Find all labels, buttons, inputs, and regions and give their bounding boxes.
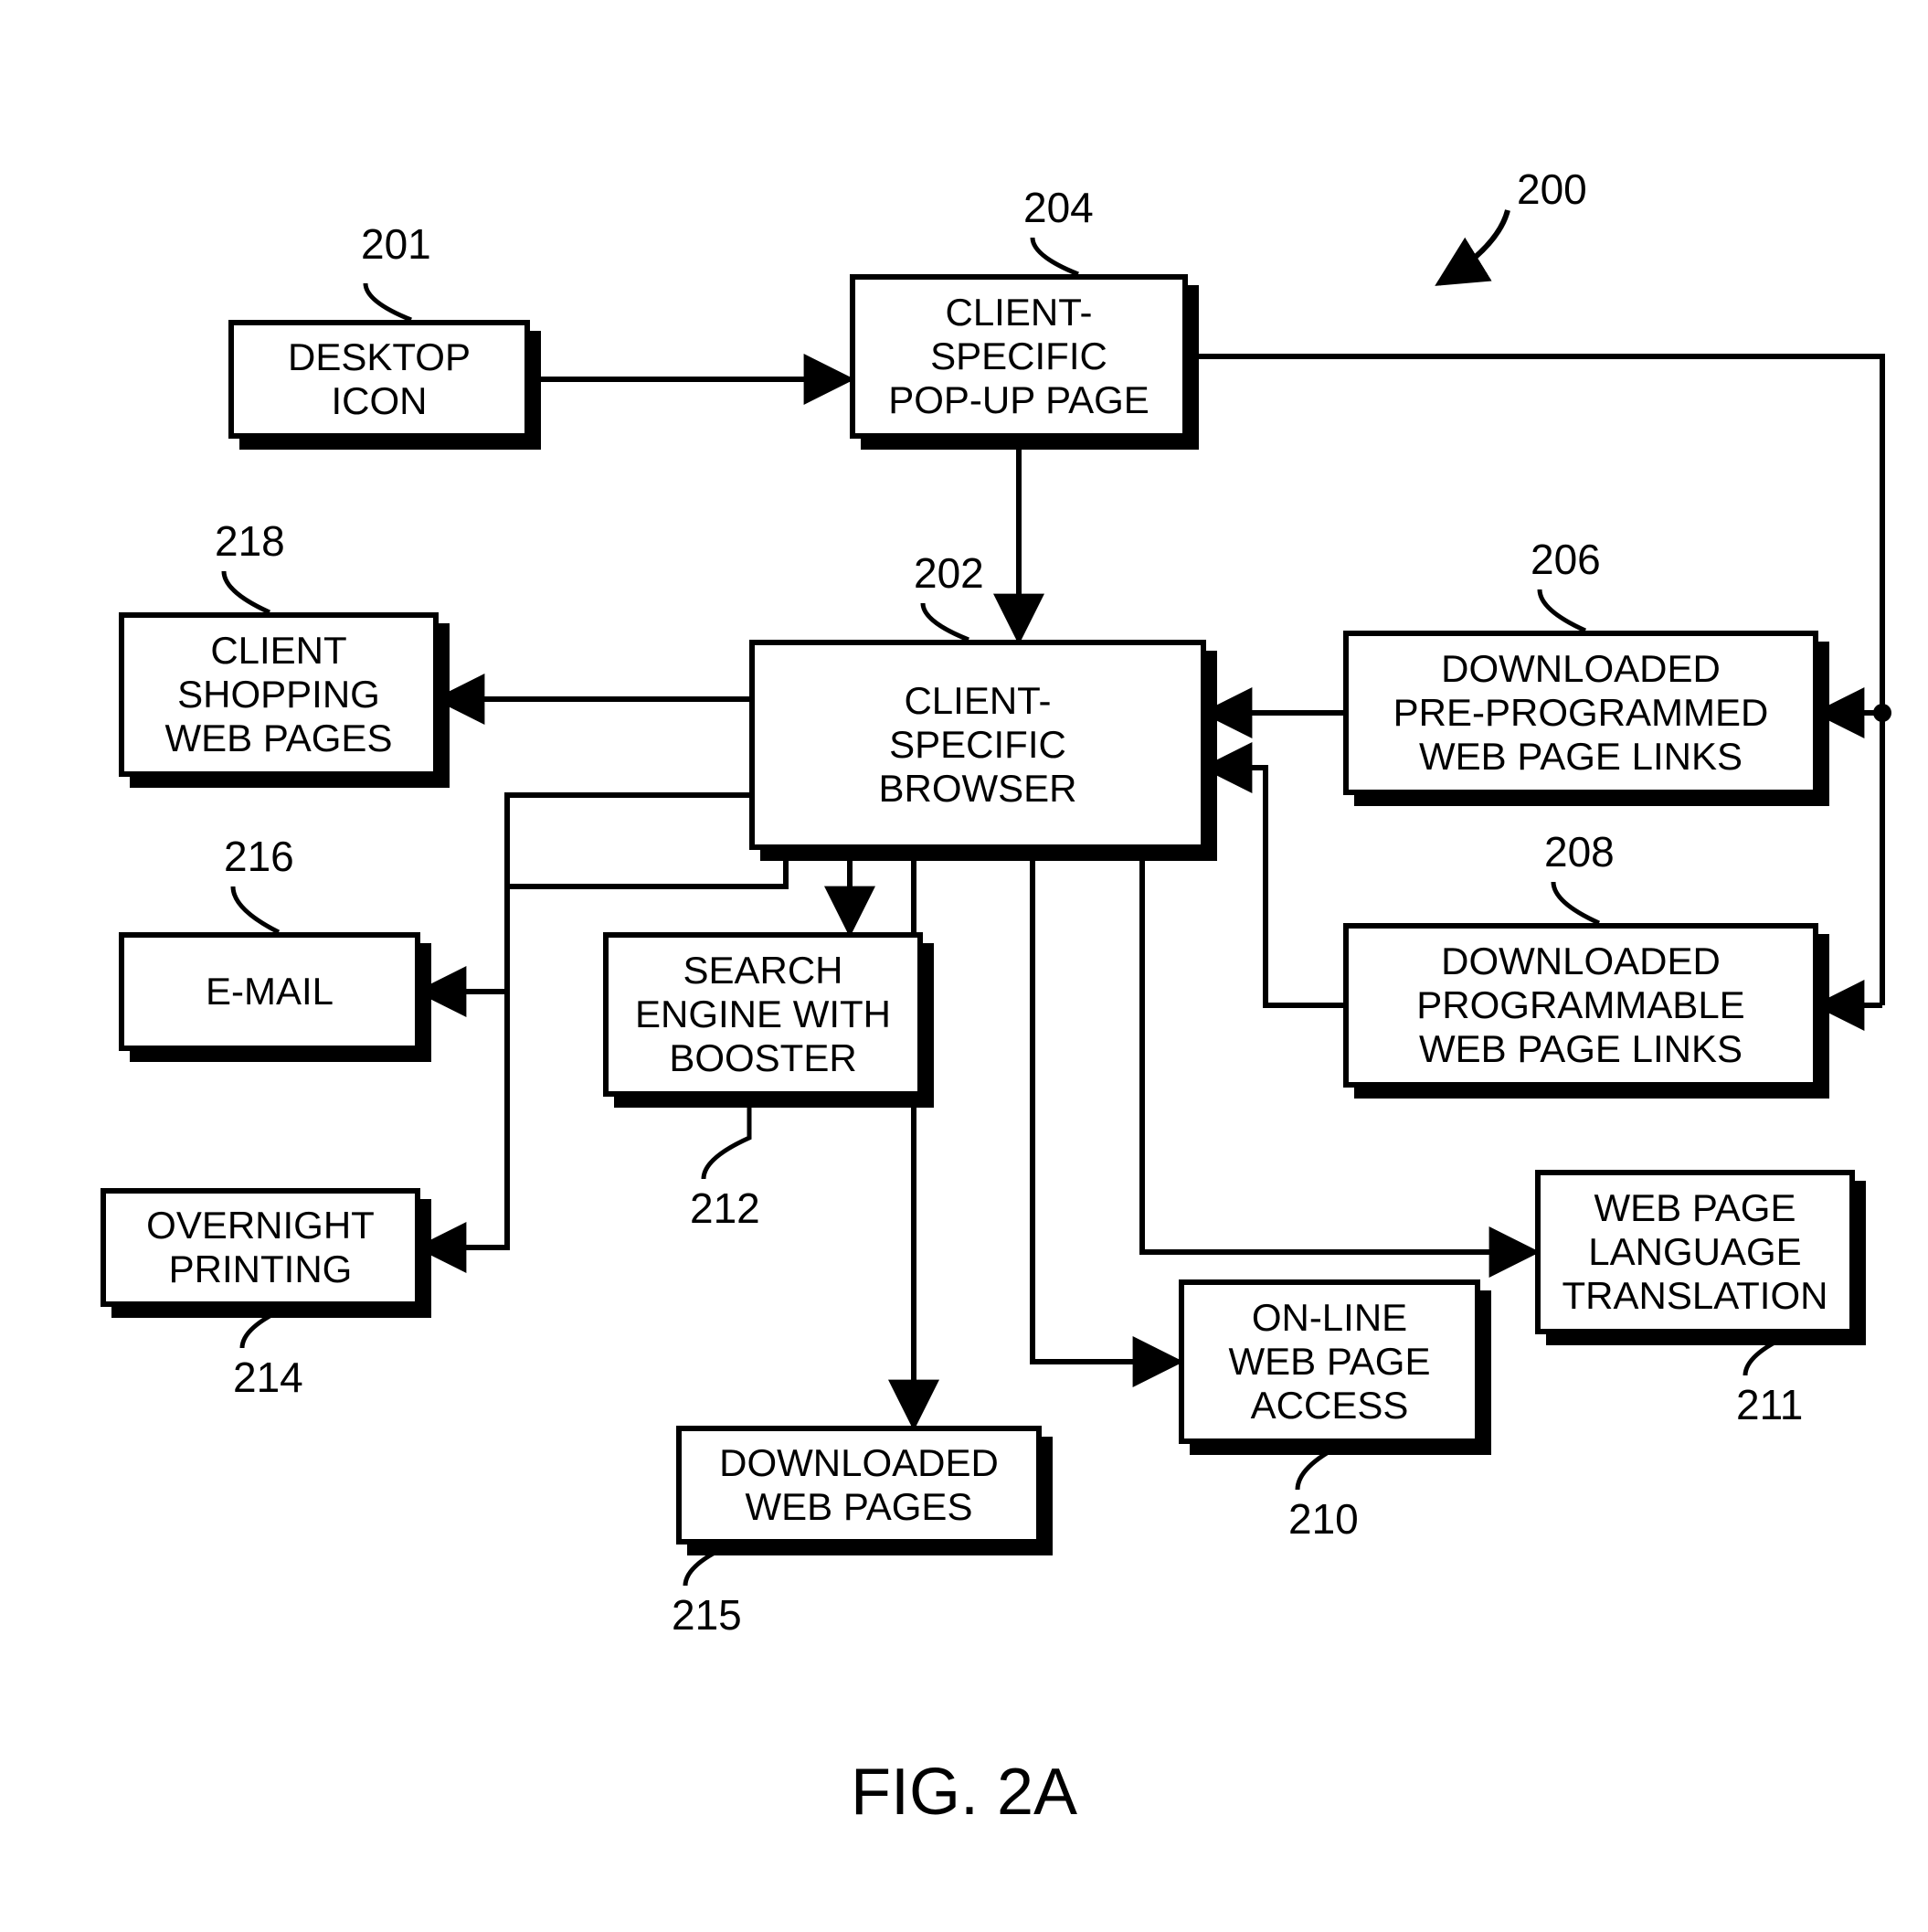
box-shadow (614, 1097, 934, 1108)
box-shadow (530, 331, 541, 450)
box-shadow (687, 1545, 1053, 1555)
box-shadow (1042, 1437, 1053, 1555)
node-label: SEARCHENGINE WITHBOOSTER (635, 949, 891, 1081)
ref-212: 212 (690, 1184, 760, 1233)
box-shadow (420, 943, 431, 1062)
box-shadow (1818, 934, 1829, 1099)
box-shadow (130, 1051, 431, 1062)
ref-215: 215 (672, 1590, 742, 1640)
ref-202: 202 (914, 548, 984, 598)
node-label: DOWNLOADEDPROGRAMMABLEWEB PAGE LINKS (1416, 939, 1744, 1072)
box-shadow (111, 1307, 431, 1318)
node-214: OVERNIGHTPRINTING (101, 1188, 420, 1307)
node-204: CLIENT-SPECIFICPOP-UP PAGE (850, 274, 1188, 439)
box-shadow (1354, 795, 1829, 806)
ref-204: 204 (1023, 183, 1094, 232)
box-shadow (439, 623, 450, 788)
node-label: CLIENT-SPECIFICPOP-UP PAGE (888, 291, 1149, 423)
node-label: CLIENT-SPECIFICBROWSER (878, 679, 1076, 812)
node-208: DOWNLOADEDPROGRAMMABLEWEB PAGE LINKS (1343, 923, 1818, 1088)
figure-caption: FIG. 2A (0, 1755, 1928, 1830)
node-label: DOWNLOADEDPRE-PROGRAMMEDWEB PAGE LINKS (1393, 647, 1769, 780)
box-shadow (861, 439, 1199, 450)
ref-218: 218 (215, 516, 285, 566)
node-212: SEARCHENGINE WITHBOOSTER (603, 932, 923, 1097)
node-216: E-MAIL (119, 932, 420, 1051)
ref-200: 200 (1517, 165, 1587, 214)
node-label: E-MAIL (206, 970, 334, 1014)
ref-214: 214 (233, 1353, 303, 1402)
box-shadow (923, 943, 934, 1108)
node-label: WEB PAGELANGUAGETRANSLATION (1563, 1186, 1828, 1319)
diagram-canvas: DESKTOPICON 201 CLIENT-SPECIFICPOP-UP PAGE… (0, 0, 1928, 1932)
box-shadow (1546, 1334, 1866, 1345)
node-215: DOWNLOADEDWEB PAGES (676, 1426, 1042, 1545)
node-218: CLIENTSHOPPINGWEB PAGES (119, 612, 439, 777)
box-shadow (1354, 1088, 1829, 1099)
node-label: OVERNIGHTPRINTING (146, 1204, 375, 1292)
ref-216: 216 (224, 832, 294, 881)
node-210: ON-LINEWEB PAGEACCESS (1179, 1279, 1480, 1444)
box-shadow (1480, 1290, 1491, 1455)
ref-208: 208 (1544, 827, 1615, 876)
node-label: ON-LINEWEB PAGEACCESS (1229, 1296, 1431, 1428)
ref-211: 211 (1736, 1380, 1803, 1429)
node-202: CLIENT-SPECIFICBROWSER (749, 640, 1206, 850)
ref-206: 206 (1531, 535, 1601, 584)
node-label: DOWNLOADEDWEB PAGES (719, 1441, 999, 1530)
box-shadow (130, 777, 450, 788)
box-shadow (239, 439, 541, 450)
node-label: DESKTOPICON (288, 335, 471, 424)
box-shadow (1818, 642, 1829, 806)
node-201: DESKTOPICON (228, 320, 530, 439)
ref-210: 210 (1288, 1494, 1359, 1544)
box-shadow (420, 1199, 431, 1318)
box-shadow (1206, 651, 1217, 861)
box-shadow (760, 850, 1217, 861)
node-211: WEB PAGELANGUAGETRANSLATION (1535, 1170, 1855, 1334)
box-shadow (1190, 1444, 1491, 1455)
node-label: CLIENTSHOPPINGWEB PAGES (165, 629, 393, 761)
ref-201: 201 (361, 219, 431, 269)
box-shadow (1188, 285, 1199, 450)
box-shadow (1855, 1181, 1866, 1345)
node-206: DOWNLOADEDPRE-PROGRAMMEDWEB PAGE LINKS (1343, 631, 1818, 795)
